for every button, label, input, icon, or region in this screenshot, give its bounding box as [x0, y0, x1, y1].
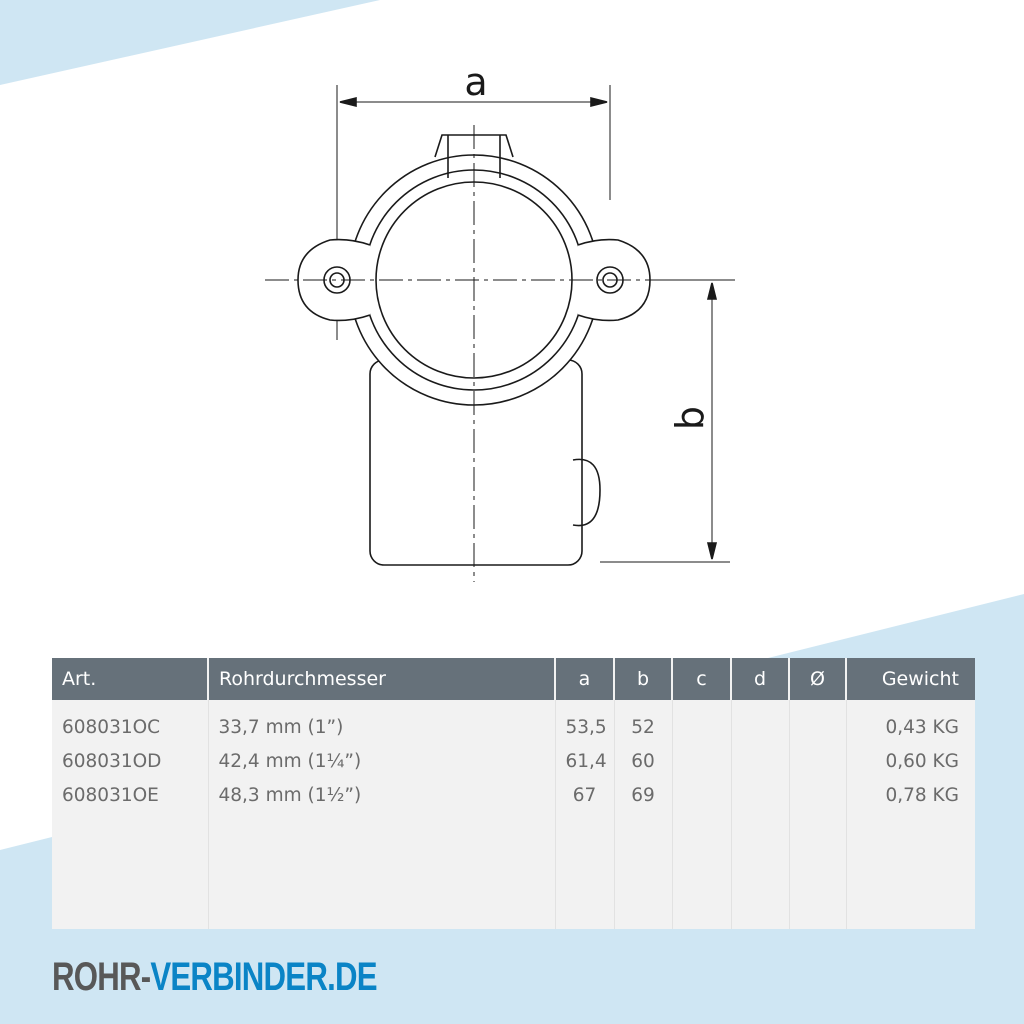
cell-d: [730, 700, 789, 744]
brand-logo: ROHR-VERBINDER.DE: [52, 955, 378, 1000]
cell-c: [671, 700, 731, 744]
header-rohrdurchmesser: Rohrdurchmesser: [207, 658, 555, 700]
header-diameter: Ø: [788, 658, 846, 700]
cell-a: 61,4: [554, 744, 614, 778]
cell-o: [788, 778, 846, 812]
table-row: 608031OE 48,3 mm (1½”) 67 69 0,78 KG: [52, 778, 975, 812]
cell-o: [788, 744, 846, 778]
logo-part-rohr: ROHR-: [52, 955, 151, 999]
dimension-b-label: b: [668, 406, 712, 430]
header-art: Art.: [52, 658, 208, 700]
cell-c: [671, 778, 731, 812]
header-b: b: [613, 658, 672, 700]
technical-drawing: a b: [265, 60, 735, 582]
header-c: c: [671, 658, 731, 700]
dimensions-table: Art. Rohrdurchmesser a b c d Ø Gewicht 6…: [52, 658, 975, 929]
table-row: 608031OD 42,4 mm (1¼”) 61,4 60 0,60 KG: [52, 744, 975, 778]
cell-b: 52: [613, 700, 672, 744]
cell-o: [788, 700, 846, 744]
cell-d: [730, 744, 789, 778]
cell-art: 608031OC: [52, 700, 208, 744]
cell-diameter: 48,3 mm (1½”): [207, 778, 555, 812]
cell-b: 69: [613, 778, 672, 812]
header-d: d: [730, 658, 789, 700]
header-gewicht: Gewicht: [845, 658, 975, 700]
cell-weight: 0,43 KG: [845, 700, 975, 744]
cell-b: 60: [613, 744, 672, 778]
cell-weight: 0,60 KG: [845, 744, 975, 778]
table-row: 608031OC 33,7 mm (1”) 53,5 52 0,43 KG: [52, 700, 975, 744]
cell-weight: 0,78 KG: [845, 778, 975, 812]
cell-a: 67: [554, 778, 614, 812]
cell-diameter: 33,7 mm (1”): [207, 700, 555, 744]
cell-diameter: 42,4 mm (1¼”): [207, 744, 555, 778]
cell-art: 608031OD: [52, 744, 208, 778]
cell-art: 608031OE: [52, 778, 208, 812]
table-header: Art. Rohrdurchmesser a b c d Ø Gewicht: [52, 658, 975, 700]
cell-d: [730, 778, 789, 812]
header-a: a: [554, 658, 614, 700]
dimension-a-label: a: [464, 60, 487, 104]
logo-part-verbinder: VERBINDER.DE: [150, 955, 377, 999]
table-filler-row: [52, 812, 975, 929]
cell-a: 53,5: [554, 700, 614, 744]
cell-c: [671, 744, 731, 778]
